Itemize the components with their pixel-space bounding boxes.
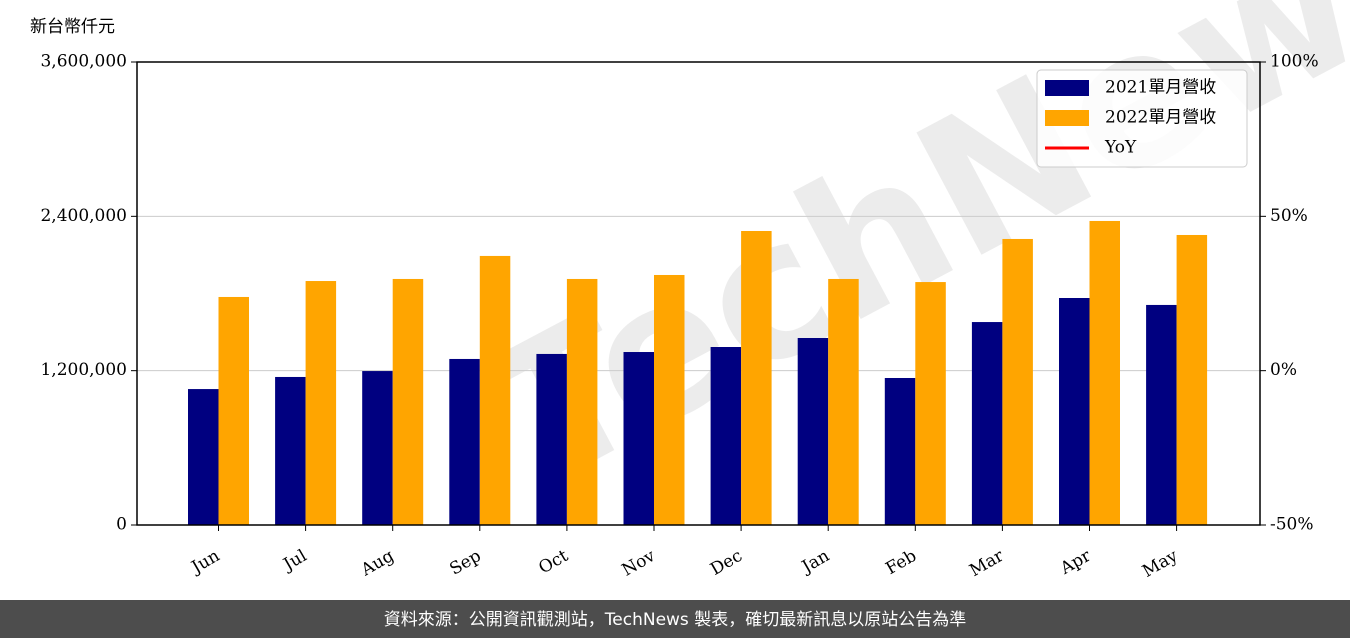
bar: [1059, 298, 1090, 525]
bar: [479, 255, 511, 525]
y2-tick-label: -50%: [1270, 515, 1314, 535]
y-tick-label: 2,400,000: [40, 206, 127, 226]
x-tick-label: Sep: [446, 546, 484, 580]
bar: [797, 337, 829, 525]
x-tick-label: Jun: [187, 546, 224, 579]
bar: [710, 347, 742, 525]
source-note: 資料來源：公開資訊觀測站，TechNews 製表，確切最新訊息以原站公告為準: [384, 610, 966, 630]
bar: [218, 296, 249, 525]
bar: [392, 278, 424, 525]
x-tick-label: Jan: [797, 546, 833, 578]
y-tick-label: 1,200,000: [40, 360, 127, 380]
bar: [449, 358, 480, 525]
bar: [884, 377, 916, 525]
x-tick-label: May: [1139, 546, 1182, 582]
bar: [1176, 234, 1208, 526]
x-tick-label: Jul: [279, 546, 311, 576]
legend-label: YoY: [1104, 138, 1137, 158]
x-tick-label: Oct: [535, 546, 571, 579]
x-tick-label: Aug: [357, 546, 398, 581]
bar: [566, 278, 598, 525]
footer-bar: [0, 600, 1350, 638]
bar: [623, 352, 654, 525]
y-tick-label: 0: [116, 515, 127, 535]
bar: [971, 322, 1003, 525]
legend-swatch: [1045, 110, 1089, 126]
bar: [1002, 238, 1033, 526]
legend-label: 2022單月營收: [1105, 108, 1216, 128]
plot-frame: [136, 61, 1261, 526]
y2-tick-label: 50%: [1270, 206, 1308, 226]
bar: [305, 281, 337, 525]
y-axis-label: 新台幣仟元: [30, 17, 115, 37]
legend-box: [1036, 69, 1248, 168]
bar: [915, 282, 946, 525]
bar: [828, 278, 859, 525]
legend-label: 2021單月營收: [1105, 78, 1216, 98]
bar: [1089, 220, 1120, 526]
x-tick-label: Dec: [707, 546, 746, 580]
x-tick-label: Nov: [619, 546, 659, 581]
x-tick-label: Feb: [882, 546, 920, 579]
y2-tick-label: 0%: [1270, 360, 1297, 380]
bar: [275, 376, 306, 525]
bar: [654, 274, 685, 525]
y-tick-label: 3,600,000: [40, 52, 127, 72]
bar: [362, 371, 393, 525]
bar: [188, 389, 219, 525]
bar: [536, 353, 567, 525]
y2-tick-label: 100%: [1270, 52, 1319, 72]
bar: [741, 230, 772, 525]
x-tick-label: Apr: [1056, 545, 1095, 579]
legend-swatch: [1045, 80, 1089, 96]
bar: [1146, 304, 1177, 525]
x-tick-label: Mar: [966, 545, 1008, 581]
